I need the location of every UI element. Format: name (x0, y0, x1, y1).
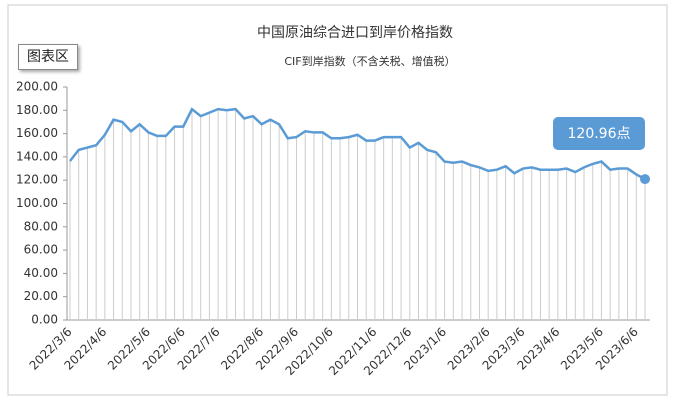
y-tick-label: 160.00 (16, 126, 58, 140)
chart-area-button[interactable]: 图表区 (18, 44, 78, 70)
y-tick-label: 20.00 (24, 289, 58, 303)
line (69, 107, 646, 181)
annotation: 120.96点 (568, 126, 631, 142)
y-tick-label: 140.00 (16, 149, 58, 163)
annotation-box (553, 117, 645, 150)
y-tick-label: 180.00 (16, 103, 58, 117)
y-tick-label: 60.00 (24, 243, 58, 257)
y-tick-label: 0.00 (31, 313, 58, 327)
chart-frame (7, 4, 668, 396)
y-tick-label: 120.00 (16, 173, 58, 187)
chart-subtitle: CIF到岸指数（不含关税、增值税） (284, 54, 455, 68)
y-tick-label: 200.00 (16, 80, 58, 94)
y-tick-label: 80.00 (24, 219, 58, 233)
chart-title: 中国原油综合进口到岸价格指数 (257, 25, 453, 41)
y-tick-label: 100.00 (16, 196, 58, 210)
y-tick-label: 40.00 (24, 266, 58, 280)
last-point (640, 174, 650, 185)
